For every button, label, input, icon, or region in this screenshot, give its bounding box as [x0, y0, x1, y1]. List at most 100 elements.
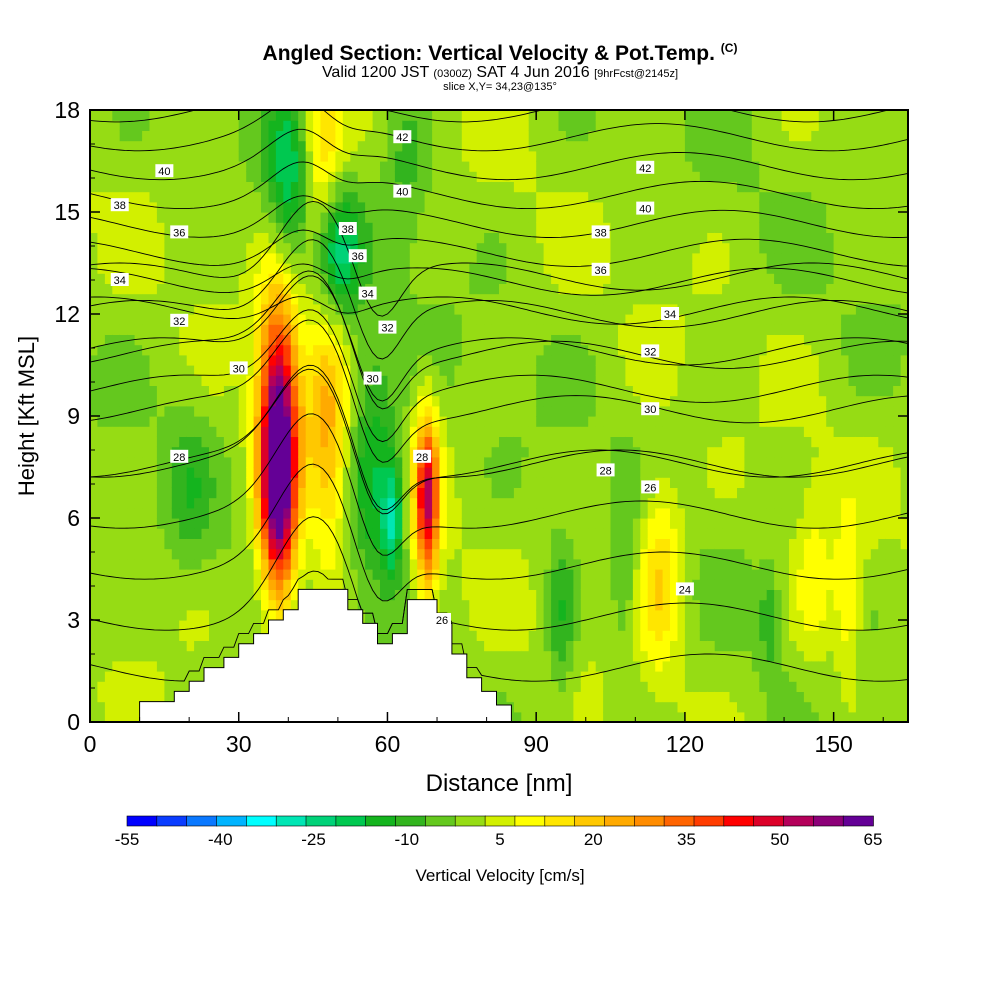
velocity-cell: [424, 263, 433, 274]
velocity-cell: [484, 232, 493, 244]
velocity-cell: [298, 334, 307, 346]
velocity-cell: [97, 242, 106, 254]
velocity-cell: [387, 548, 396, 560]
velocity-cell: [209, 609, 217, 621]
velocity-cell: [268, 579, 277, 590]
velocity-cell: [513, 395, 522, 407]
velocity-cell: [104, 467, 113, 478]
velocity-cell: [350, 120, 359, 131]
velocity-cell: [684, 385, 693, 397]
velocity-cell: [268, 110, 277, 121]
velocity-cell: [372, 701, 381, 713]
velocity-cell: [528, 263, 537, 274]
velocity-cell: [372, 609, 381, 621]
velocity-cell: [632, 579, 641, 590]
velocity-cell: [209, 201, 217, 213]
velocity-cell: [655, 120, 664, 131]
velocity-cell: [618, 273, 626, 284]
velocity-cell: [283, 528, 292, 539]
velocity-cell: [551, 711, 560, 722]
velocity-cell: [588, 232, 597, 244]
velocity-cell: [194, 222, 203, 233]
velocity-cell: [625, 711, 634, 722]
velocity-cell: [655, 446, 664, 458]
velocity-cell: [454, 538, 463, 550]
velocity-cell: [290, 140, 299, 152]
velocity-cell: [313, 650, 322, 662]
velocity-cell: [209, 477, 217, 488]
velocity-cell: [127, 711, 136, 722]
velocity-cell: [491, 395, 500, 407]
velocity-cell: [647, 110, 656, 121]
velocity-cell: [179, 181, 188, 193]
velocity-cell: [565, 232, 574, 244]
velocity-cell: [119, 671, 128, 682]
velocity-cell: [409, 110, 418, 121]
velocity-cell: [439, 640, 448, 652]
velocity-cell: [119, 426, 128, 437]
velocity-cell: [119, 528, 128, 539]
velocity-cell: [253, 599, 262, 611]
velocity-cell: [506, 477, 515, 488]
velocity-cell: [127, 120, 136, 131]
velocity-cell: [231, 375, 240, 386]
velocity-cell: [223, 212, 232, 223]
velocity-cell: [194, 558, 203, 570]
velocity-cell: [134, 426, 143, 437]
velocity-cell: [365, 242, 374, 254]
velocity-cell: [670, 518, 678, 529]
velocity-cell: [506, 120, 515, 131]
velocity-cell: [469, 171, 478, 182]
velocity-cell: [491, 375, 500, 386]
velocity-cell: [238, 232, 247, 244]
velocity-cell: [90, 314, 98, 325]
velocity-cell: [469, 579, 478, 590]
velocity-cell: [513, 569, 522, 580]
velocity-cell: [543, 252, 552, 264]
velocity-cell: [580, 548, 589, 560]
velocity-cell: [209, 599, 217, 611]
velocity-cell: [692, 650, 701, 662]
velocity-cell: [112, 354, 121, 366]
velocity-cell: [513, 181, 522, 193]
velocity-cell: [387, 416, 396, 427]
velocity-cell: [164, 538, 173, 550]
velocity-cell: [268, 548, 277, 560]
velocity-cell: [476, 324, 485, 335]
velocity-cell: [595, 558, 604, 570]
velocity-cell: [253, 263, 262, 274]
velocity-cell: [528, 283, 537, 295]
velocity-cell: [573, 456, 582, 468]
velocity-cell: [595, 161, 604, 172]
velocity-cell: [670, 334, 678, 346]
velocity-cell: [127, 477, 136, 488]
velocity-cell: [536, 385, 545, 397]
velocity-cell: [707, 660, 716, 672]
velocity-cell: [201, 303, 210, 315]
velocity-cell: [275, 538, 284, 550]
velocity-cell: [476, 201, 485, 213]
velocity-cell: [432, 691, 441, 703]
velocity-cell: [439, 181, 448, 193]
velocity-cell: [179, 324, 188, 335]
velocity-cell: [216, 701, 225, 713]
velocity-cell: [142, 354, 151, 366]
velocity-cell: [216, 354, 225, 366]
velocity-cell: [692, 548, 701, 560]
velocity-cell: [261, 405, 269, 417]
velocity-cell: [670, 395, 678, 407]
velocity-cell: [134, 191, 143, 203]
velocity-cell: [543, 630, 552, 641]
velocity-cell: [253, 426, 262, 437]
velocity-cell: [90, 497, 98, 509]
velocity-cell: [662, 334, 671, 346]
velocity-cell: [417, 518, 426, 529]
velocity-cell: [521, 222, 530, 233]
velocity-cell: [275, 528, 284, 539]
velocity-cell: [290, 232, 299, 244]
velocity-cell: [595, 426, 604, 437]
velocity-cell: [528, 324, 537, 335]
velocity-cell: [357, 212, 366, 223]
velocity-cell: [640, 354, 649, 366]
velocity-cell: [476, 375, 485, 386]
